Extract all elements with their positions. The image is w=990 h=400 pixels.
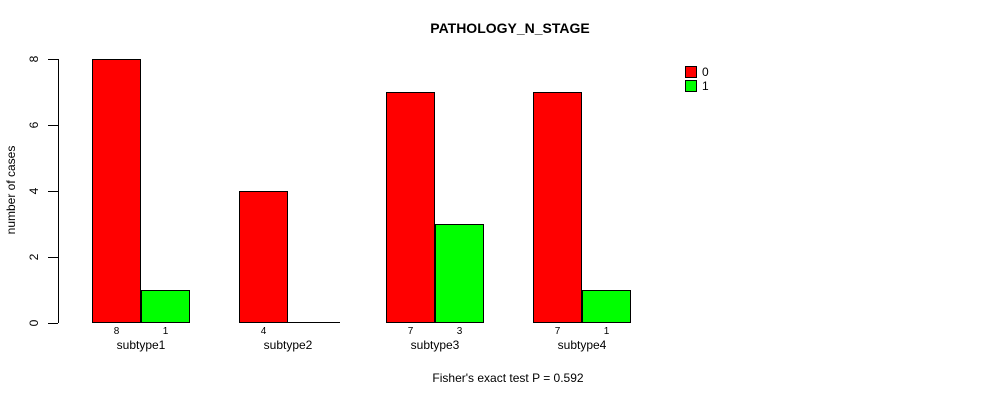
- y-tick: [48, 190, 58, 192]
- bar-subtype1-series1: [141, 290, 190, 323]
- category-label-subtype2: subtype2: [263, 338, 313, 352]
- legend-label: 1: [702, 79, 709, 93]
- bar-value-label: 4: [260, 326, 267, 337]
- y-axis-line: [58, 59, 59, 323]
- bar-subtype3-series1: [435, 224, 484, 323]
- y-tick-label: 0: [27, 319, 41, 327]
- bar-value-label: 7: [407, 326, 414, 337]
- y-tick-label: 4: [27, 187, 41, 195]
- chart-title: PATHOLOGY_N_STAGE: [430, 20, 590, 36]
- bar-subtype1-series0: [92, 59, 141, 323]
- category-label-subtype3: subtype3: [410, 338, 460, 352]
- y-tick-label: 6: [27, 121, 41, 129]
- y-tick: [48, 322, 58, 324]
- y-tick: [48, 124, 58, 126]
- bar-subtype4-series1: [582, 290, 631, 323]
- bar-subtype2-series1: [288, 322, 340, 323]
- y-tick-label: 2: [27, 253, 41, 261]
- bar-value-label: 1: [603, 326, 610, 337]
- legend-label: 0: [702, 65, 709, 79]
- legend-swatch-icon: [685, 66, 697, 78]
- bar-value-label: 7: [554, 326, 561, 337]
- bar-value-label: 1: [162, 326, 169, 337]
- category-label-subtype4: subtype4: [557, 338, 607, 352]
- bar-subtype3-series0: [386, 92, 435, 323]
- y-tick-label: 8: [27, 55, 41, 63]
- bar-value-label: 3: [456, 326, 463, 337]
- y-tick: [48, 58, 58, 60]
- bar-value-label: 8: [113, 326, 120, 337]
- plot-area: 0 2 4 6 8 8 1 subtype1 4 subtype2 7 3 subtype3 7 1 subt…: [27, 56, 658, 352]
- y-axis-label: number of cases: [4, 145, 18, 235]
- y-tick: [48, 256, 58, 258]
- footnote-fishers-test: Fisher's exact test P = 0.592: [432, 371, 584, 385]
- legend-row-1: 1: [685, 80, 709, 92]
- legend-row-0: 0: [685, 66, 709, 78]
- bar-subtype4-series0: [533, 92, 582, 323]
- bar-subtype2-series0: [239, 191, 288, 323]
- category-label-subtype1: subtype1: [116, 338, 166, 352]
- legend-swatch-icon: [685, 80, 697, 92]
